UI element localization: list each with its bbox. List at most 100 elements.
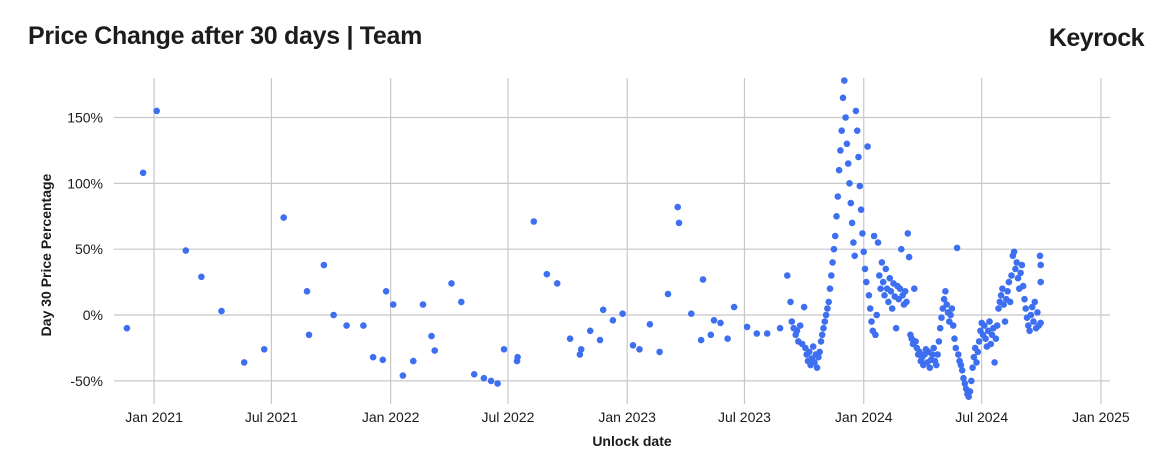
data-point — [817, 338, 825, 345]
data-point — [123, 324, 131, 332]
data-point — [837, 147, 844, 154]
chart-title: Price Change after 30 days | Team — [28, 22, 423, 50]
data-point — [901, 288, 909, 295]
data-point — [153, 107, 160, 115]
data-point — [855, 153, 862, 161]
x-tick-label: Jul 2024 — [955, 409, 1008, 425]
data-point — [948, 305, 956, 312]
data-point — [646, 321, 654, 328]
data-point — [1013, 259, 1020, 266]
data-point — [999, 285, 1006, 293]
data-point — [872, 331, 879, 339]
x-tick-label: Jul 2021 — [245, 409, 298, 425]
data-point — [609, 317, 617, 324]
data-point — [822, 311, 830, 319]
data-point — [788, 318, 796, 325]
data-point — [951, 335, 958, 343]
data-point — [839, 94, 847, 102]
data-point — [784, 272, 791, 279]
data-point — [724, 335, 731, 343]
data-point — [968, 377, 975, 385]
data-point — [958, 367, 966, 374]
data-point — [1001, 318, 1009, 325]
data-point — [912, 338, 919, 345]
data-point — [577, 346, 585, 353]
data-point — [320, 261, 328, 269]
data-point — [410, 357, 417, 365]
data-point — [981, 322, 988, 329]
data-point — [629, 342, 637, 349]
data-point — [305, 331, 313, 339]
data-point — [280, 214, 288, 221]
data-point — [863, 278, 870, 286]
data-point — [753, 330, 761, 337]
data-point — [811, 359, 818, 366]
data-point — [930, 344, 937, 352]
data-point — [240, 359, 248, 366]
data-point — [870, 232, 878, 240]
data-point — [1004, 288, 1011, 295]
data-point — [881, 292, 888, 299]
data-point — [487, 377, 495, 385]
data-point — [947, 311, 954, 319]
data-point — [940, 295, 948, 303]
data-point — [776, 324, 784, 332]
data-point — [382, 288, 390, 295]
data-point — [856, 182, 864, 190]
data-point — [859, 230, 866, 237]
data-point — [500, 346, 508, 353]
data-point — [428, 332, 435, 340]
data-point — [1019, 282, 1027, 290]
data-point — [480, 374, 488, 382]
data-point — [834, 193, 842, 200]
data-point — [842, 114, 849, 121]
data-point — [800, 303, 808, 311]
data-point — [470, 371, 478, 378]
data-point — [850, 239, 857, 246]
brand-logo: Keyrock — [1048, 24, 1145, 52]
x-tick-label: Jan 2021 — [125, 409, 183, 425]
data-point — [879, 278, 887, 286]
data-point — [851, 252, 858, 260]
data-point — [974, 348, 982, 356]
data-point — [982, 335, 989, 343]
x-tick-label: Jan 2022 — [362, 409, 420, 425]
data-point — [1030, 318, 1037, 325]
data-point — [955, 351, 962, 358]
data-point — [576, 351, 584, 358]
data-point — [1037, 261, 1044, 269]
data-point — [936, 324, 944, 332]
data-point — [514, 353, 521, 361]
data-point — [793, 327, 801, 335]
data-point — [218, 307, 225, 315]
data-point — [938, 314, 945, 322]
data-point — [820, 324, 827, 332]
data-point — [182, 247, 190, 254]
data-point — [873, 311, 880, 319]
data-point — [596, 336, 604, 344]
data-point — [419, 301, 427, 308]
data-point — [966, 388, 974, 395]
data-point — [852, 107, 860, 115]
data-point — [1034, 309, 1041, 316]
data-point — [857, 206, 865, 213]
data-point — [898, 245, 905, 253]
data-point — [821, 318, 829, 325]
data-point — [878, 259, 886, 266]
data-point — [830, 245, 838, 253]
data-point — [1026, 327, 1033, 335]
x-tick-label: Jan 2024 — [835, 409, 893, 425]
data-point — [995, 305, 1002, 312]
data-point — [566, 335, 574, 343]
x-tick-label: Jul 2023 — [718, 409, 771, 425]
data-point — [664, 290, 672, 298]
data-point — [892, 324, 900, 332]
data-point — [796, 322, 804, 329]
data-point — [957, 361, 965, 369]
data-point — [379, 356, 387, 364]
data-point — [730, 303, 738, 311]
data-point — [198, 273, 205, 281]
y-tick-label: 0% — [83, 307, 103, 323]
data-point — [599, 306, 607, 314]
data-point — [926, 364, 934, 372]
